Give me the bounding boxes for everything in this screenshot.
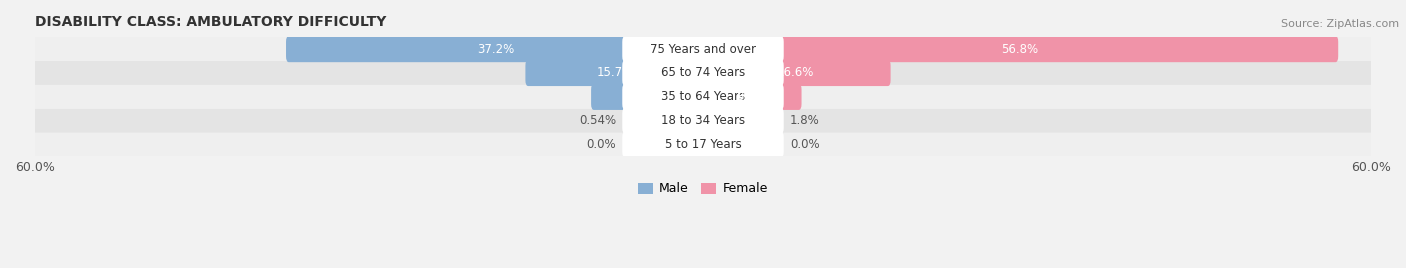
Text: 37.2%: 37.2%	[477, 43, 515, 55]
FancyBboxPatch shape	[285, 36, 706, 62]
FancyBboxPatch shape	[526, 60, 706, 86]
Legend: Male, Female: Male, Female	[633, 177, 773, 200]
FancyBboxPatch shape	[700, 84, 801, 110]
Text: 0.0%: 0.0%	[790, 138, 820, 151]
FancyBboxPatch shape	[700, 36, 1339, 62]
FancyBboxPatch shape	[35, 85, 1371, 109]
FancyBboxPatch shape	[700, 107, 725, 134]
Text: 15.7%: 15.7%	[598, 66, 634, 79]
Text: 9.8%: 9.8%	[634, 90, 664, 103]
Text: 18 to 34 Years: 18 to 34 Years	[661, 114, 745, 127]
Text: 65 to 74 Years: 65 to 74 Years	[661, 66, 745, 79]
FancyBboxPatch shape	[623, 60, 783, 86]
Text: 0.54%: 0.54%	[579, 114, 616, 127]
FancyBboxPatch shape	[35, 109, 1371, 133]
Text: DISABILITY CLASS: AMBULATORY DIFFICULTY: DISABILITY CLASS: AMBULATORY DIFFICULTY	[35, 15, 387, 29]
FancyBboxPatch shape	[35, 37, 1371, 61]
Text: Source: ZipAtlas.com: Source: ZipAtlas.com	[1281, 19, 1399, 29]
FancyBboxPatch shape	[591, 84, 706, 110]
FancyBboxPatch shape	[700, 60, 890, 86]
Text: 1.8%: 1.8%	[790, 114, 820, 127]
FancyBboxPatch shape	[35, 133, 1371, 157]
Text: 5 to 17 Years: 5 to 17 Years	[665, 138, 741, 151]
FancyBboxPatch shape	[623, 36, 783, 62]
Text: 0.0%: 0.0%	[586, 138, 616, 151]
Text: 16.6%: 16.6%	[776, 66, 814, 79]
Text: 75 Years and over: 75 Years and over	[650, 43, 756, 55]
Text: 35 to 64 Years: 35 to 64 Years	[661, 90, 745, 103]
FancyBboxPatch shape	[623, 107, 783, 134]
Text: 56.8%: 56.8%	[1001, 43, 1038, 55]
FancyBboxPatch shape	[623, 131, 783, 158]
FancyBboxPatch shape	[35, 61, 1371, 85]
FancyBboxPatch shape	[695, 107, 706, 134]
Text: 8.6%: 8.6%	[735, 90, 766, 103]
FancyBboxPatch shape	[623, 84, 783, 110]
